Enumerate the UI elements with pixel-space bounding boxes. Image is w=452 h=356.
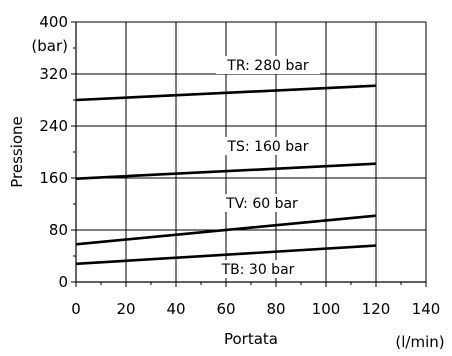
series-label: TV: 60 bar bbox=[225, 196, 298, 212]
x-tick-label: 0 bbox=[71, 300, 81, 318]
y-unit-label: (bar) bbox=[31, 37, 68, 55]
series-label: TS: 160 bar bbox=[227, 139, 309, 155]
x-axis-label: Portata bbox=[224, 330, 278, 348]
series-label-bg bbox=[216, 137, 320, 155]
x-tick-label: 140 bbox=[412, 300, 441, 318]
series-label-bg bbox=[206, 260, 310, 278]
y-axis-label: Pressione bbox=[8, 116, 26, 188]
series-label-bg bbox=[216, 56, 320, 74]
series-line bbox=[75, 214, 377, 246]
x-tick-label: 20 bbox=[116, 300, 135, 318]
series-line bbox=[75, 84, 377, 102]
y-tick-label: 80 bbox=[49, 221, 68, 239]
y-tick-label: 0 bbox=[58, 273, 68, 291]
y-tick-label: 320 bbox=[39, 65, 68, 83]
label-layer: 0 20 40 60 80 100 120 140 0 80 160 240 320 400 (bar) Pr… bbox=[8, 13, 445, 351]
series-label: TR: 280 bar bbox=[226, 58, 309, 74]
axis-layer bbox=[71, 21, 427, 287]
y-tick-label: 240 bbox=[39, 117, 68, 135]
series-label: TB: 30 bar bbox=[221, 262, 295, 278]
series-line bbox=[75, 244, 377, 266]
series-line bbox=[75, 162, 377, 180]
x-tick-label: 60 bbox=[216, 300, 235, 318]
x-tick-label: 100 bbox=[312, 300, 341, 318]
y-tick-label: 160 bbox=[39, 169, 68, 187]
x-unit-label: (l/min) bbox=[395, 333, 444, 351]
x-tick-label: 80 bbox=[266, 300, 285, 318]
series-layer bbox=[75, 84, 377, 266]
series-label-bg bbox=[210, 194, 314, 212]
x-tick-label: 120 bbox=[362, 300, 391, 318]
y-tick-label: 400 bbox=[39, 13, 68, 31]
x-tick-label: 40 bbox=[166, 300, 185, 318]
